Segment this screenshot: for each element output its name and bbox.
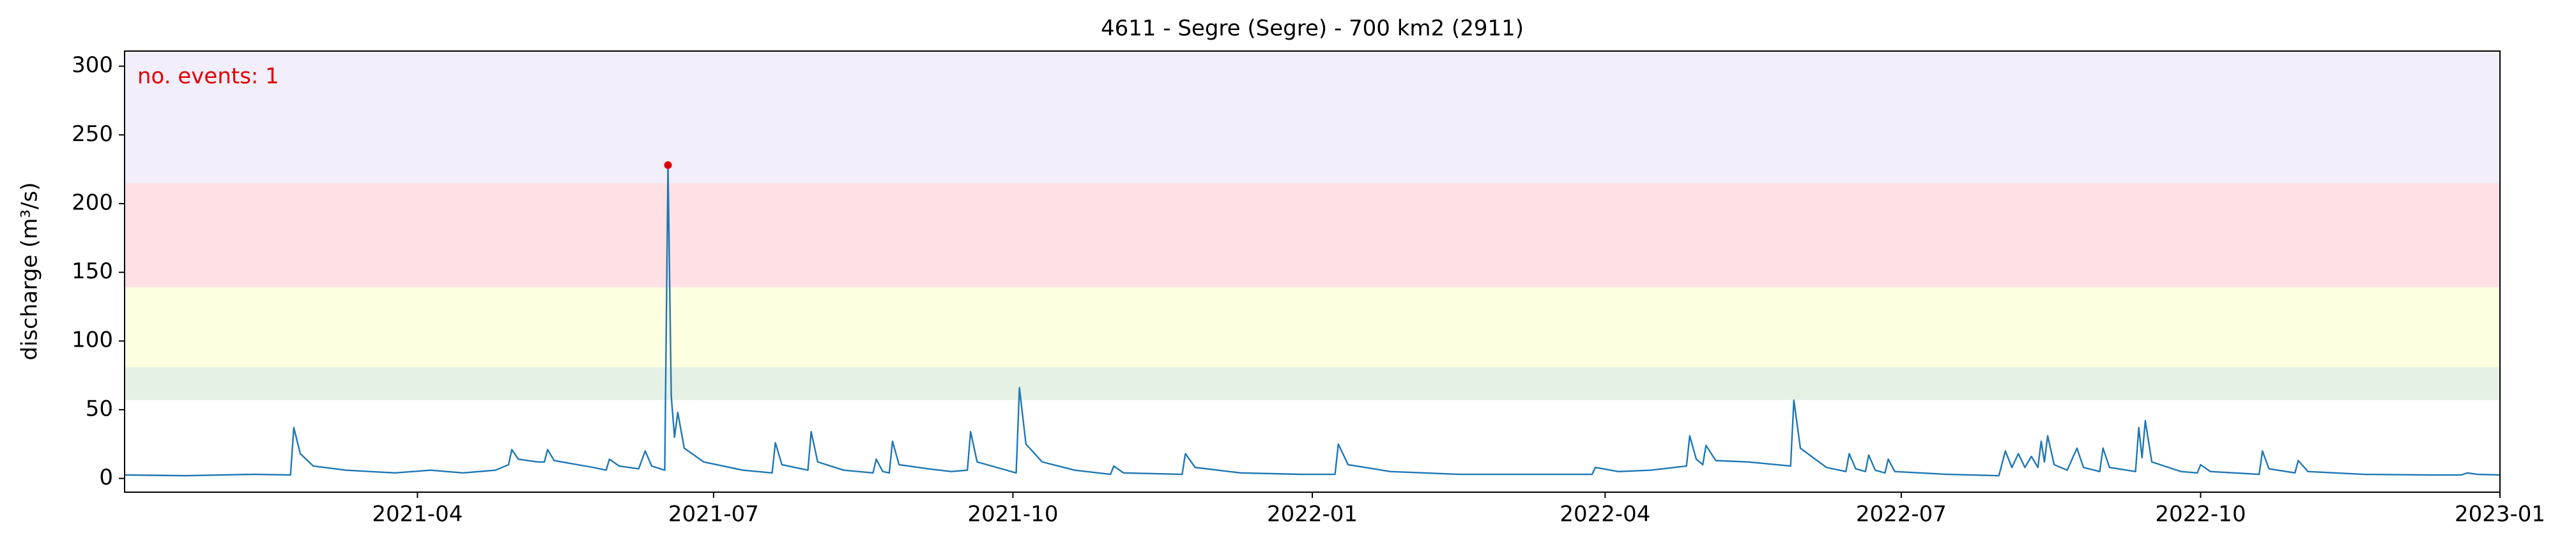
x-tick-label: 2022-01 (1267, 502, 1358, 527)
discharge-line (125, 164, 2500, 477)
y-tick-label: 200 (72, 190, 113, 215)
x-tick-label: 2022-07 (1856, 502, 1947, 527)
y-tick-label: 300 (72, 52, 113, 78)
threshold-band (125, 287, 2500, 368)
y-tick-label: 150 (72, 259, 113, 284)
y-tick-label: 250 (72, 121, 113, 147)
event-count: no. events: 1 (137, 64, 279, 89)
y-tick-label: 50 (86, 396, 113, 421)
event-point (664, 161, 672, 169)
threshold-band (125, 183, 2500, 288)
threshold-band (125, 51, 2500, 183)
x-tick-label: 2023-01 (2455, 502, 2545, 527)
chart-title: 4611 - Segre (Segre) - 700 km2 (2911) (1101, 16, 1524, 41)
threshold-band (125, 367, 2500, 400)
x-tick-label: 2021-04 (372, 502, 463, 527)
x-tick-label: 2021-10 (967, 502, 1058, 527)
x-tick-label: 2021-07 (668, 502, 759, 527)
y-axis-label: discharge (m³/s) (17, 183, 43, 361)
y-tick-label: 100 (72, 327, 113, 353)
x-tick-label: 2022-04 (1560, 502, 1650, 527)
y-tick-label: 0 (99, 465, 113, 490)
plot-frame (124, 50, 2501, 493)
x-tick-label: 2022-10 (2155, 502, 2246, 527)
